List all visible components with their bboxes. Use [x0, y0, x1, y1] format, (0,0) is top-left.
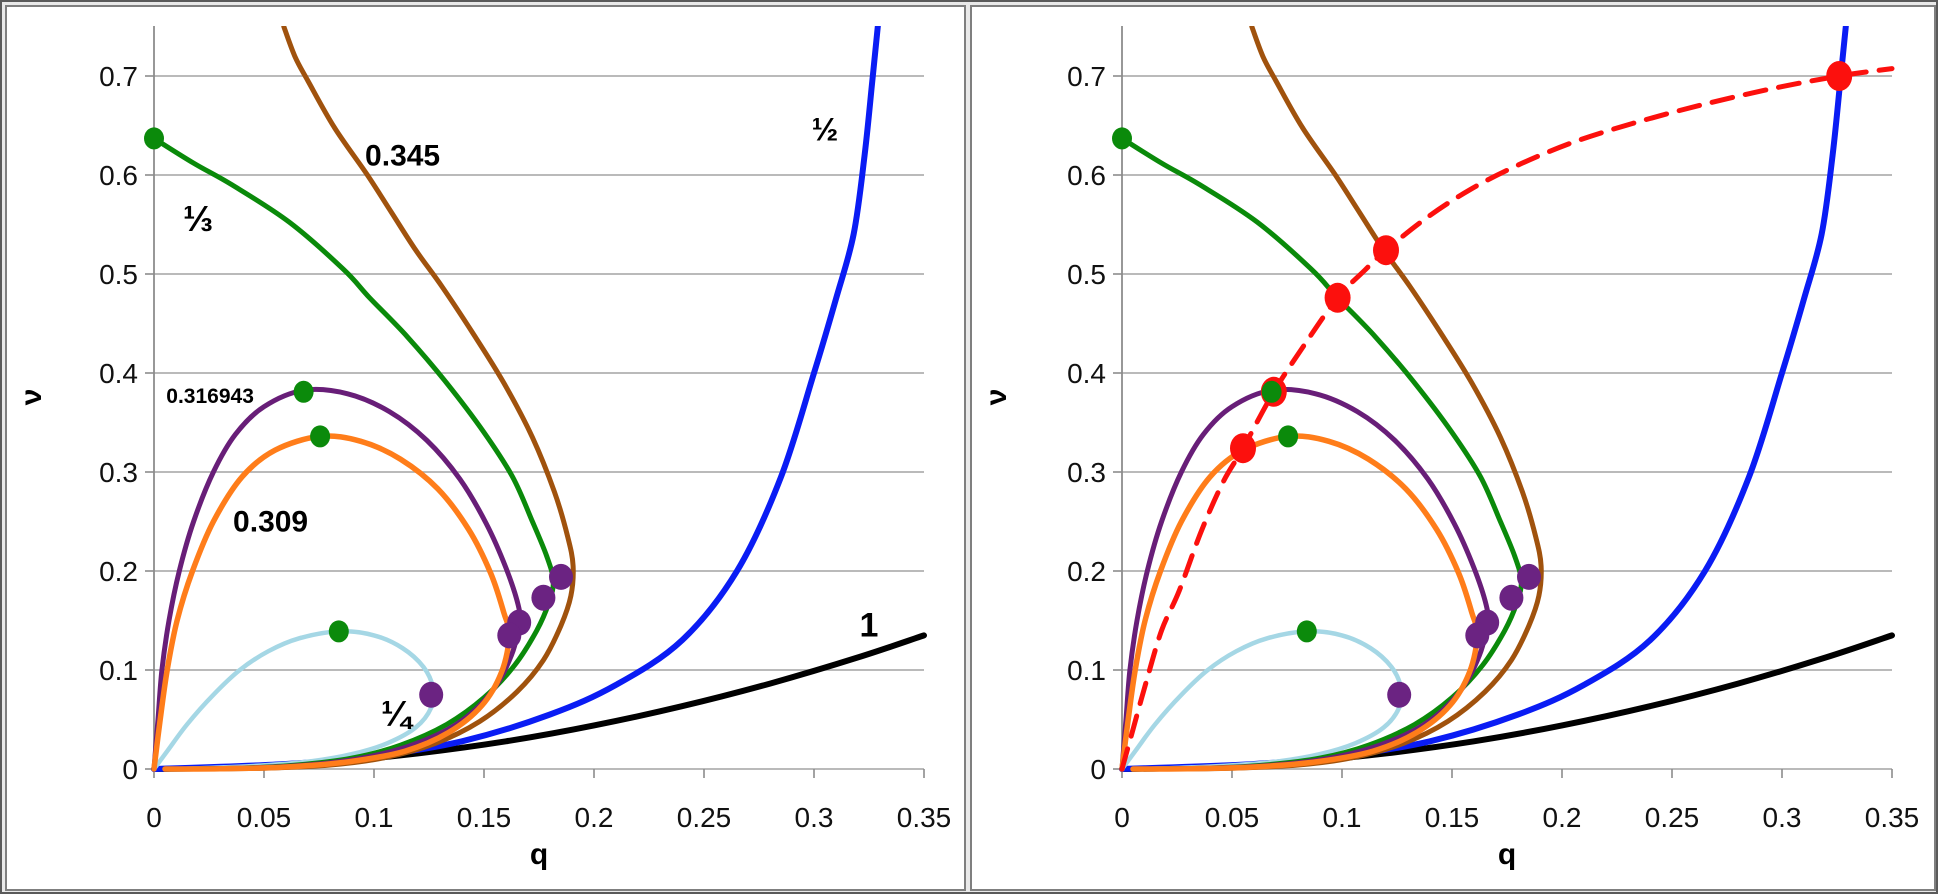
x-tick-label: 0.2: [575, 802, 614, 833]
curve-label: 0.316943: [166, 385, 254, 408]
red-data-dot: [1826, 61, 1853, 91]
purple-data-dot: [419, 681, 444, 708]
y-tick-label: 0.3: [1067, 457, 1106, 488]
x-axis-title: q: [1498, 838, 1516, 871]
y-tick-label: 0.3: [99, 457, 138, 488]
y-tick-label: 0.7: [1067, 61, 1106, 92]
purple-data-dot: [1517, 563, 1541, 590]
chart-panel-right: 0 0.1 0.2 0.3 0.4 0.5 0.6 0.7 0 0.05 0.1 0.15 0.2 0.2…: [970, 5, 1936, 891]
x-tick-label: 0.35: [1865, 802, 1920, 833]
purple-data-dot: [1499, 584, 1524, 611]
curve-label: 0.345: [365, 140, 440, 173]
x-tick-label: 0.05: [1205, 802, 1260, 833]
curves-layer: [1112, 26, 1895, 772]
curve-label: 0.309: [233, 506, 308, 539]
green-data-dot: [1278, 425, 1299, 448]
red-data-dot: [1324, 282, 1351, 313]
x-tick-label: 0.3: [1763, 802, 1802, 833]
curve-0.316943: [151, 386, 523, 772]
y-tick-label: 0.5: [1067, 259, 1106, 290]
y-tick-label: 0.1: [99, 655, 138, 686]
curve-label: ⅓: [183, 198, 213, 239]
y-tick-label: 0.6: [99, 160, 138, 191]
x-tick-label: 0.15: [1425, 802, 1480, 833]
curve-1/2: [1119, 26, 1849, 772]
red-data-dot: [1373, 235, 1399, 266]
curves-layer: [144, 26, 927, 772]
green-data-dot: [1112, 127, 1132, 150]
y-tick-label: 0.7: [99, 61, 138, 92]
curve-red-dashed-locus: [1119, 66, 1895, 772]
curve-label: ¼: [381, 693, 414, 734]
curve-label: ½: [812, 112, 839, 148]
curve-1/4: [151, 629, 436, 772]
y-tick-label: 0.5: [99, 259, 138, 290]
chart-right: 0 0.1 0.2 0.3 0.4 0.5 0.6 0.7 0 0.05 0.1 0.15 0.2 0.2…: [980, 26, 1920, 871]
chart-panel-left: 0 0.1 0.2 0.3 0.4 0.5 0.6 0.7 0 0.05 0.1 0.15 0.2 0.2…: [5, 5, 966, 891]
x-tick-label: 0.15: [457, 802, 512, 833]
green-data-dot: [328, 620, 349, 643]
y-tick-label: 0.4: [99, 358, 138, 389]
curve-1/3: [151, 135, 556, 772]
curve-1/4: [1119, 629, 1404, 772]
green-data-dot: [1261, 380, 1282, 403]
x-tick-label: 0.05: [237, 802, 292, 833]
x-tick-label: 0.25: [1645, 802, 1700, 833]
x-tick-label: 0.2: [1543, 802, 1582, 833]
curve-0.309: [151, 433, 513, 772]
curve-0.345: [1152, 26, 1544, 772]
y-tick-label: 0.1: [1067, 655, 1106, 686]
x-tick-label: 0: [1114, 802, 1130, 833]
x-tick-label: 0.3: [795, 802, 834, 833]
purple-data-dot: [497, 622, 522, 649]
purple-data-dot: [549, 563, 573, 590]
y-tick-label: 0.2: [1067, 556, 1106, 587]
curve-1: [151, 632, 927, 772]
x-axis-title: q: [530, 838, 548, 871]
y-axis-title: ν: [980, 389, 1013, 406]
purple-data-dot: [1465, 622, 1490, 649]
green-data-dot: [310, 425, 331, 448]
chart-left: 0 0.1 0.2 0.3 0.4 0.5 0.6 0.7 0 0.05 0.1 0.15 0.2 0.2…: [15, 26, 952, 871]
green-data-dot: [1296, 620, 1317, 643]
curve-1/3: [1119, 135, 1524, 772]
purple-data-dot: [531, 584, 556, 611]
curve-label: 1: [860, 606, 879, 644]
y-tick-label: 0.6: [1067, 160, 1106, 191]
purple-data-dot: [1387, 681, 1412, 708]
curve-0.316943: [1119, 386, 1491, 772]
x-tick-label: 0.1: [355, 802, 394, 833]
x-tick-label: 0.25: [677, 802, 732, 833]
green-data-dot: [293, 380, 314, 403]
x-tick-label: 0.35: [897, 802, 952, 833]
curve-0.309: [1119, 433, 1481, 772]
x-tick-label: 0.1: [1323, 802, 1362, 833]
red-data-dot: [1230, 433, 1256, 464]
y-tick-label: 0.2: [99, 556, 138, 587]
y-tick-label: 0.4: [1067, 358, 1106, 389]
y-tick-label: 0: [1090, 754, 1106, 785]
curve-1: [1119, 632, 1895, 772]
y-axis-title: ν: [15, 389, 48, 406]
curve-1/2: [151, 26, 881, 772]
y-tick-label: 0: [122, 754, 138, 785]
x-tick-label: 0: [146, 802, 162, 833]
green-data-dot: [144, 127, 164, 150]
